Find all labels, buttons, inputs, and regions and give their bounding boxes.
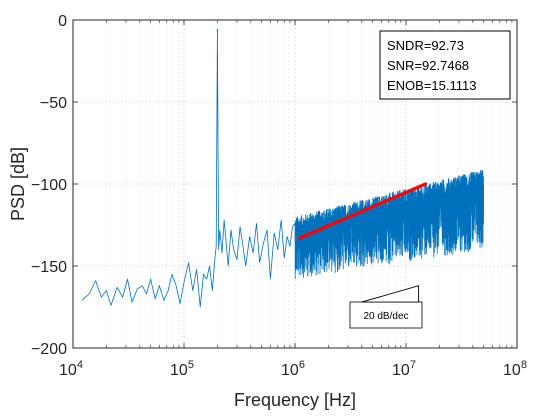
y-tick-label: −100 [31,177,67,194]
x-tick-label: 108 [503,359,527,379]
y-tick-labels: 0 −50 −100 −150 −200 [31,13,67,358]
x-tick-label: 105 [170,359,194,379]
slope-triangle [361,285,420,303]
y-tick-label: −150 [31,259,67,276]
enob-text: ENOB=15.1113 [387,78,477,93]
slope-label: 20 dB/dec [363,311,408,322]
x-axis-label: Frequency [Hz] [234,390,356,410]
signal-peak [216,29,219,31]
y-tick-label: −50 [40,95,67,112]
y-axis-label: PSD [dB] [8,147,28,221]
sndr-text: SNDR=92.73 [387,38,464,53]
data-layer [81,29,484,308]
x-tick-label: 104 [59,359,83,379]
slope-annotation: 20 dB/dec [349,285,423,329]
snr-text: SNR=92.7468 [387,58,469,73]
y-tick-label: 0 [58,13,67,30]
x-tick-label: 107 [392,359,416,379]
x-tick-labels: 104 105 106 107 108 [59,359,527,379]
trend-line [297,182,428,240]
metrics-annotation-box: SNDR=92.73 SNR=92.7468 ENOB=15.1113 [379,30,511,100]
x-tick-label: 106 [281,359,305,379]
y-tick-label: −200 [31,341,67,358]
axis-ticks [72,19,518,349]
